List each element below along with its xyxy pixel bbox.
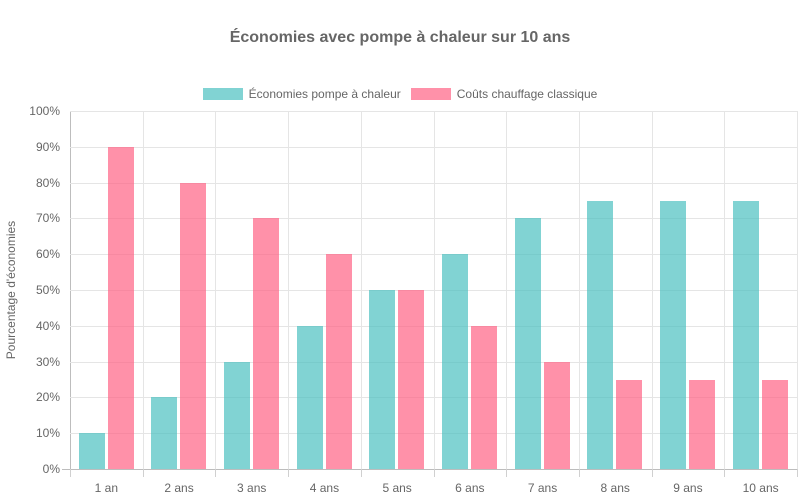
x-tick-label: 3 ans — [237, 481, 267, 495]
legend: Économies pompe à chaleur Coûts chauffag… — [0, 87, 800, 101]
bar-classic-heating-costs[interactable] — [761, 379, 788, 469]
gridline-vertical — [651, 111, 653, 469]
legend-swatch-pink — [410, 88, 451, 100]
bar-classic-heating-costs[interactable] — [398, 290, 425, 469]
y-tick-label: 100% — [29, 104, 60, 118]
bar-classic-heating-costs[interactable] — [689, 379, 716, 469]
x-tick — [797, 469, 798, 477]
bar-heat-pump-savings[interactable] — [78, 433, 105, 469]
bar-classic-heating-costs[interactable] — [325, 254, 352, 469]
bar-heat-pump-savings[interactable] — [587, 200, 614, 469]
bar-heat-pump-savings[interactable] — [514, 218, 541, 469]
x-tick — [433, 469, 435, 477]
chart-title: Économies avec pompe à chaleur sur 10 an… — [229, 29, 571, 46]
y-axis-line — [70, 111, 71, 477]
x-tick — [288, 469, 290, 477]
x-tick-label: 5 ans — [382, 481, 412, 495]
y-tick-label: 40% — [35, 318, 60, 333]
x-tick-label: 1 an — [94, 481, 119, 495]
bar-heat-pump-savings[interactable] — [151, 397, 178, 469]
legend-swatch-teal — [202, 88, 243, 100]
x-tick — [142, 469, 144, 477]
x-tick — [506, 469, 508, 477]
y-tick-label: 0% — [42, 462, 60, 476]
gridline-vertical — [288, 111, 290, 469]
legend-label: Économies pompe à chaleur — [248, 87, 401, 101]
y-tick-label: 70% — [35, 211, 60, 226]
bar-classic-heating-costs[interactable] — [471, 325, 497, 469]
x-tick — [215, 469, 217, 477]
x-tick — [70, 469, 71, 477]
x-tick-label: 7 ans — [527, 481, 558, 495]
y-tick-label: 60% — [35, 247, 60, 262]
plot-area: 0% 10% 20% 30% 40% 50% 60% 70% 80% 90% 100% 1 an 2 a… — [29, 104, 798, 495]
legend-item-classic-heating-costs[interactable]: Coûts chauffage classique — [410, 87, 598, 101]
y-tick-label: 10% — [35, 426, 60, 441]
bar-heat-pump-savings[interactable] — [223, 361, 250, 469]
x-tick — [724, 469, 726, 477]
x-tick — [651, 469, 653, 477]
bar-heat-pump-savings[interactable] — [732, 200, 759, 469]
y-tick-label: 20% — [35, 390, 60, 405]
bar-heat-pump-savings[interactable] — [369, 290, 396, 469]
bar-heat-pump-savings[interactable] — [296, 325, 323, 469]
x-tick-label: 10 ans — [742, 481, 779, 495]
gridline-vertical — [506, 111, 508, 469]
x-tick-label: 9 ans — [673, 481, 703, 495]
legend-item-heat-pump-savings[interactable]: Économies pompe à chaleur — [202, 87, 401, 101]
x-tick-label: 8 ans — [600, 481, 630, 495]
bar-classic-heating-costs[interactable] — [107, 146, 134, 469]
y-tick-label: 30% — [35, 354, 60, 369]
gridline-vertical — [578, 111, 580, 469]
x-tick — [578, 469, 580, 477]
gridline-vertical — [433, 111, 435, 469]
x-tick-label: 4 ans — [309, 481, 340, 495]
gridline-vertical — [724, 111, 726, 469]
x-tick — [360, 469, 362, 477]
y-tick-label: 50% — [35, 283, 60, 297]
y-tick-label: 80% — [35, 175, 60, 190]
bar-heat-pump-savings[interactable] — [660, 200, 687, 469]
x-tick-label: 2 ans — [164, 481, 194, 495]
gridline-vertical — [215, 111, 217, 469]
gridline-vertical — [142, 111, 144, 469]
gridline-vertical — [360, 111, 362, 469]
bar-classic-heating-costs[interactable] — [543, 361, 570, 469]
legend-label: Coûts chauffage classique — [456, 87, 598, 101]
bar-heat-pump-savings[interactable] — [442, 254, 468, 469]
gridline-vertical — [797, 111, 798, 469]
bar-classic-heating-costs[interactable] — [252, 218, 279, 469]
bar-classic-heating-costs[interactable] — [616, 379, 643, 469]
bar-classic-heating-costs[interactable] — [180, 182, 207, 469]
x-tick-label: 6 ans — [455, 481, 485, 495]
y-tick-label: 90% — [35, 139, 60, 154]
x-axis-line — [62, 469, 797, 470]
